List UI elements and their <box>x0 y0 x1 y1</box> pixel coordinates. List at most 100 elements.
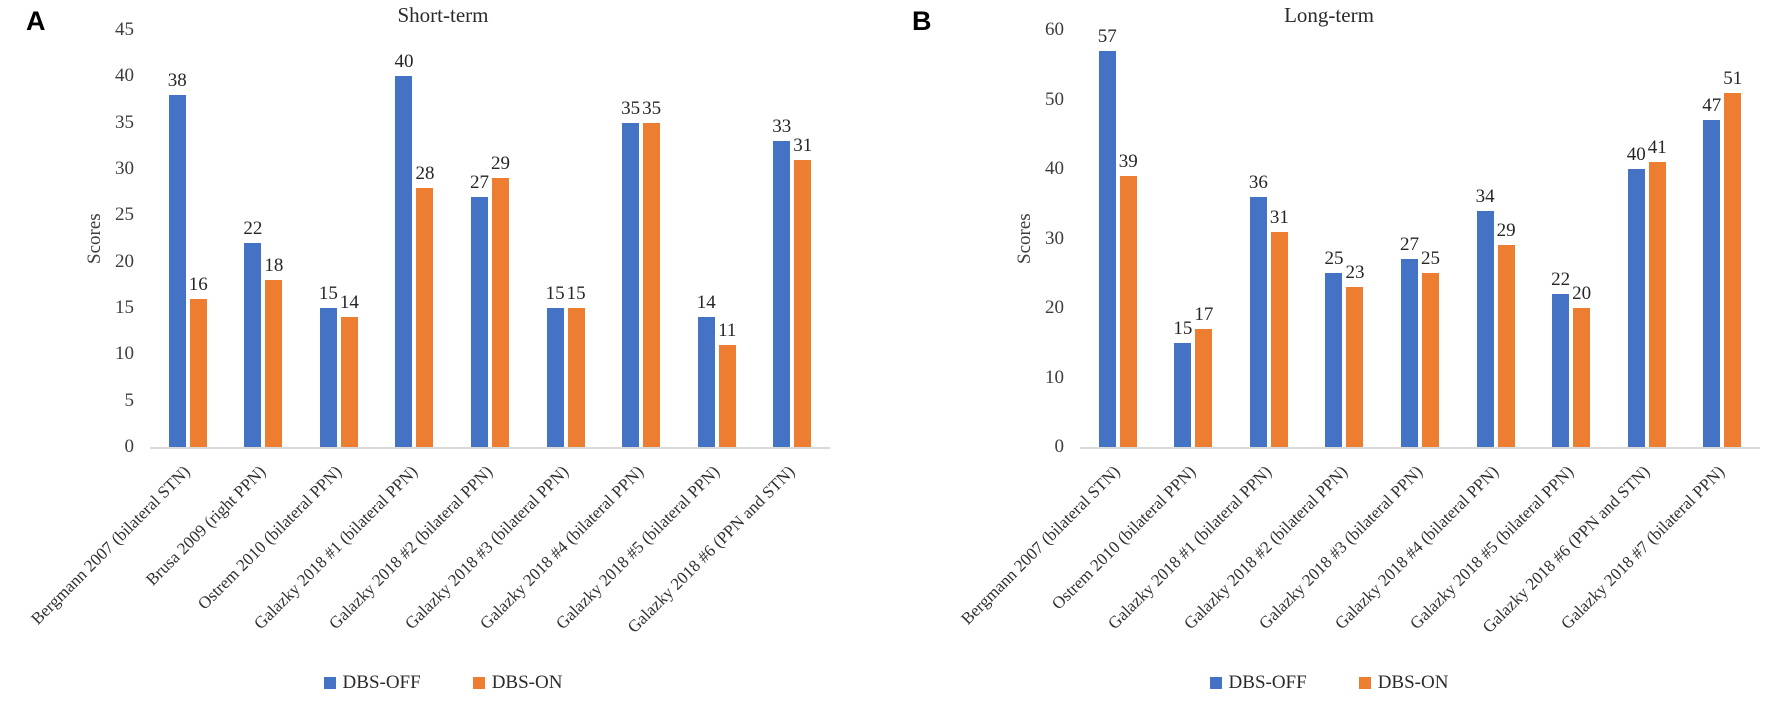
y-axis-ticks: 0 10 20 30 40 50 60 <box>886 20 1064 457</box>
dbs-off-swatch-icon <box>1209 677 1222 689</box>
bar-dbs-on <box>794 159 812 447</box>
bar-dbs-off <box>1249 196 1267 447</box>
bar-dbs-off <box>622 122 640 447</box>
legend-item-dbs-off: DBS-OFF <box>323 672 421 694</box>
panel-short-term: A Short-term Scores 0 5 10 15 20 25 30 35 40 45 3… <box>26 3 830 694</box>
y-tick-label: 30 <box>115 158 134 179</box>
legend-label-dbs-on: DBS-ON <box>1377 672 1449 693</box>
bar-value-label: 11 <box>718 320 737 342</box>
bar-value-label: 35 <box>642 97 662 119</box>
bar-value-label: 27 <box>470 171 490 193</box>
bar-group: 40 41 <box>1609 30 1685 447</box>
bar-group: 38 16 <box>150 30 226 447</box>
y-tick-label: 50 <box>1045 88 1064 110</box>
dbs-on-swatch-icon <box>1358 677 1371 689</box>
legend: DBS-OFF DBS-ON <box>886 672 1772 694</box>
panel-letter-b: B <box>912 6 932 36</box>
bar-slot: 15 <box>545 30 565 447</box>
bar-dbs-off <box>546 308 564 447</box>
x-axis-labels: Bergmann 2007 (bilateral STN) Ostrem 2010… <box>958 449 1760 649</box>
bar-slot: 25 <box>1324 30 1343 447</box>
x-tick-label: Bergmann 2007 (bilateral STN) <box>27 461 195 629</box>
bar-value-label: 31 <box>793 134 813 156</box>
bar-dbs-off <box>244 243 262 447</box>
bar-slot: 40 <box>1626 30 1646 447</box>
bar-group: 27 29 <box>452 30 528 447</box>
bar-dbs-on <box>492 178 510 447</box>
bar-value-label: 41 <box>1647 137 1667 159</box>
bar-value-label: 22 <box>243 218 263 240</box>
bar-group: 22 18 <box>226 30 302 447</box>
bar-slot: 39 <box>1118 30 1138 447</box>
bar-slot: 11 <box>718 30 737 447</box>
bar-group: 15 15 <box>528 30 604 447</box>
bar-dbs-on <box>1648 162 1666 447</box>
bar-slot: 36 <box>1248 30 1268 447</box>
y-tick-label: 20 <box>1045 297 1064 318</box>
x-tick-label: Ostrem 2010 (bilateral PPN) <box>193 461 346 614</box>
bar-value-label: 15 <box>566 283 586 304</box>
y-tick-label: 10 <box>1045 366 1064 388</box>
bar-dbs-off <box>1703 120 1721 447</box>
bar-series-container: 38 16 22 18 15 14 40 28 27 29 15 15 35 35 14 11 33 31 <box>150 30 830 447</box>
bar-value-label: 17 <box>1194 303 1214 325</box>
bar-slot: 14 <box>696 30 716 447</box>
bar-slot: 38 <box>167 30 187 447</box>
bar-dbs-on <box>567 308 585 447</box>
bar-value-label: 36 <box>1248 171 1268 193</box>
bar-dbs-off <box>1325 273 1343 447</box>
bar-value-label: 40 <box>1626 144 1646 165</box>
bar-value-label: 20 <box>1572 283 1592 304</box>
bar-value-label: 23 <box>1345 262 1365 284</box>
bar-value-label: 35 <box>621 97 641 119</box>
y-tick-label: 10 <box>115 343 134 365</box>
bar-slot: 31 <box>1270 30 1289 447</box>
plot-area: 38 16 22 18 15 14 40 28 27 29 15 15 35 35 14 11 33 31 <box>150 30 830 449</box>
bar-value-label: 15 <box>1173 317 1193 339</box>
panel-long-term: B Long-term Scores 0 10 20 30 40 50 60 57 39 15 1… <box>886 0 1772 704</box>
y-tick-label: 15 <box>115 297 134 318</box>
bar-dbs-on <box>643 122 661 447</box>
bar-dbs-off <box>697 317 715 447</box>
bar-dbs-on <box>1346 287 1364 447</box>
bar-value-label: 14 <box>696 292 716 314</box>
y-tick-label: 20 <box>115 250 134 272</box>
bar-group: 47 51 <box>1685 30 1761 447</box>
bar-dbs-on <box>1422 273 1440 447</box>
panel-letter-a: A <box>26 6 46 36</box>
bar-slot: 27 <box>470 30 490 447</box>
bar-dbs-on <box>1573 308 1591 447</box>
bar-value-label: 28 <box>415 162 435 184</box>
y-tick-label: 0 <box>1054 436 1065 457</box>
bar-slot: 28 <box>415 30 435 447</box>
chart-title-short-term: Short-term <box>397 3 489 27</box>
bar-slot: 40 <box>394 30 414 447</box>
bar-value-label: 15 <box>545 283 565 304</box>
bar-series-container: 57 39 15 17 36 31 25 23 27 25 34 29 22 20 40 41 47 51 <box>1080 25 1761 447</box>
bar-slot: 20 <box>1572 30 1592 447</box>
bar-value-label: 40 <box>394 51 414 73</box>
y-tick-label: 45 <box>115 19 134 40</box>
bar-dbs-off <box>319 308 337 447</box>
bar-slot: 15 <box>319 30 338 447</box>
x-axis-labels: Bergmann 2007 (bilateral STN) Brusa 2009 … <box>28 449 830 649</box>
bar-slot: 17 <box>1194 30 1214 447</box>
bar-dbs-on <box>1270 231 1288 447</box>
bar-slot: 22 <box>1551 30 1571 447</box>
bar-value-label: 47 <box>1702 95 1722 117</box>
bar-value-label: 22 <box>1551 269 1571 291</box>
bar-value-label: 18 <box>264 255 284 277</box>
bar-dbs-on <box>1195 328 1213 447</box>
bar-slot: 15 <box>1173 30 1193 447</box>
plot-area: 57 39 15 17 36 31 25 23 27 25 34 29 22 20 40 41 47 51 <box>1080 25 1761 449</box>
bar-value-label: 38 <box>167 69 187 91</box>
bar-slot: 14 <box>340 30 359 447</box>
bar-group: 25 23 <box>1307 30 1383 447</box>
bar-group: 14 11 <box>679 30 755 447</box>
bar-value-label: 57 <box>1097 25 1117 47</box>
x-tick-label: Bergmann 2007 (bilateral STN) <box>957 461 1125 629</box>
bar-value-label: 39 <box>1118 150 1138 172</box>
bar-group: 15 17 <box>1156 30 1232 447</box>
bar-dbs-off <box>773 141 791 447</box>
bar-dbs-on <box>340 317 358 447</box>
